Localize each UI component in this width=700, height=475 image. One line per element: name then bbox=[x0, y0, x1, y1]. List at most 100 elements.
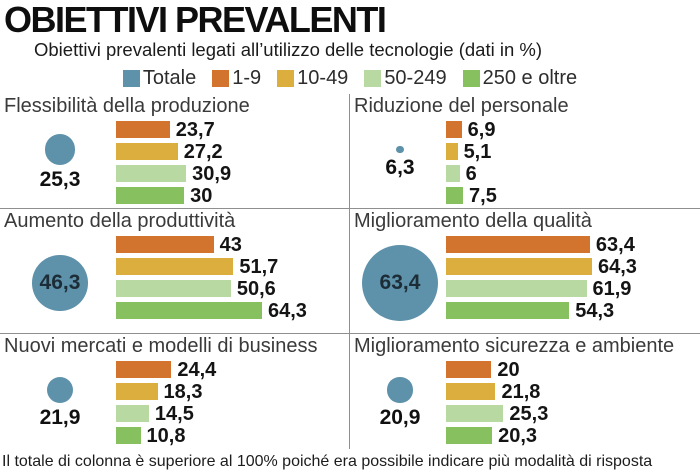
bar-group: 20 21,8 25,3 20,3 bbox=[446, 358, 548, 449]
bar-row-250-e-oltre: 30 bbox=[116, 184, 231, 207]
bar bbox=[116, 236, 214, 253]
bar bbox=[446, 280, 587, 297]
bar-value-label: 30,9 bbox=[192, 162, 232, 185]
bar-value-label: 18,3 bbox=[163, 380, 203, 403]
panel-body: 46,3 43 51,7 50,6 64,3 bbox=[4, 233, 349, 333]
bar-value-label: 24,4 bbox=[177, 358, 217, 381]
totale-bubble-zone: 25,3 bbox=[4, 118, 116, 208]
totale-bubble bbox=[396, 145, 404, 154]
totale-value-label: 63,4 bbox=[379, 270, 421, 294]
bar bbox=[446, 361, 492, 378]
legend-label: Totale bbox=[142, 66, 197, 89]
bar bbox=[446, 121, 462, 138]
bar-row-1-9: 20 bbox=[446, 358, 548, 381]
legend-label: 250 e oltre bbox=[482, 66, 578, 89]
bar-value-label: 63,4 bbox=[595, 233, 635, 256]
bar bbox=[446, 383, 496, 400]
bar-group: 6,9 5,1 6 7,5 bbox=[446, 118, 497, 208]
bar-value-label: 21,8 bbox=[501, 380, 541, 403]
bar-row-250-e-oltre: 64,3 bbox=[116, 301, 307, 321]
page-title: OBIETTIVI PREVALENTI bbox=[4, 0, 387, 40]
bar-row-50-249: 14,5 bbox=[116, 404, 216, 424]
bar-value-label: 25,3 bbox=[509, 402, 549, 425]
bar-value-label: 23,7 bbox=[175, 118, 215, 141]
bar-row-50-249: 30,9 bbox=[116, 162, 232, 185]
totale-bubble bbox=[44, 134, 76, 165]
bar-value-label: 27,2 bbox=[183, 140, 223, 163]
chart-legend: Totale 1-9 10-49 50-249 250 e oltre bbox=[0, 66, 700, 90]
bar-row-10-49: 21,8 bbox=[446, 380, 548, 403]
bar-value-label: 10,8 bbox=[146, 424, 186, 447]
totale-value-label: 6,3 bbox=[385, 156, 415, 180]
bar-value-label: 51,7 bbox=[239, 255, 279, 278]
legend-swatch-icon bbox=[212, 69, 230, 87]
panel-riduzione-del-personale: Riduzione del personale 6,3 6,9 5,1 6 7,5 bbox=[350, 94, 700, 208]
bar-value-label: 50,6 bbox=[236, 277, 276, 300]
legend-swatch-icon bbox=[462, 69, 480, 87]
legend-label: 50-249 bbox=[384, 66, 447, 89]
bar bbox=[446, 427, 493, 444]
bar bbox=[446, 165, 460, 182]
legend-swatch-icon bbox=[277, 69, 295, 87]
panel-aumento-della-produttivit-: Aumento della produttività 46,3 43 51,7 50,6… bbox=[0, 208, 350, 333]
legend-item-50-249: 50-249 bbox=[364, 66, 447, 90]
bar-value-label: 5,1 bbox=[463, 140, 492, 163]
bar-group: 24,4 18,3 14,5 10,8 bbox=[116, 358, 216, 449]
bar-value-label: 30 bbox=[190, 184, 213, 207]
totale-bubble-zone: 6,3 bbox=[354, 118, 446, 208]
totale-value-label: 25,3 bbox=[39, 167, 81, 191]
bar-row-250-e-oltre: 54,3 bbox=[446, 301, 637, 321]
panel-title: Riduzione del personale bbox=[354, 95, 569, 117]
bar-row-250-e-oltre: 10,8 bbox=[116, 424, 216, 447]
panel-body: 20,9 20 21,8 25,3 20,3 bbox=[354, 358, 700, 449]
bar bbox=[116, 383, 158, 400]
panel-body: 6,3 6,9 5,1 6 7,5 bbox=[354, 118, 700, 208]
bar-value-label: 61,9 bbox=[592, 277, 632, 300]
bar-row-50-249: 50,6 bbox=[116, 277, 307, 300]
bar-row-250-e-oltre: 7,5 bbox=[446, 184, 497, 207]
bar-row-50-249: 25,3 bbox=[446, 402, 549, 425]
panel-title: Nuovi mercati e modelli di business bbox=[4, 335, 318, 357]
panel-body: 25,3 23,7 27,2 30,9 30 bbox=[4, 118, 349, 208]
bar bbox=[116, 302, 262, 319]
bar-row-10-49: 5,1 bbox=[446, 140, 497, 163]
panels-grid: Flessibilità della produzione 25,3 23,7 27,… bbox=[0, 94, 700, 449]
panel-body: 63,4 63,4 64,3 61,9 54,3 bbox=[354, 233, 700, 333]
legend-item-totale: Totale bbox=[122, 66, 197, 90]
totale-bubble-zone: 63,4 bbox=[354, 233, 446, 333]
bar bbox=[116, 121, 170, 138]
panel-title: Miglioramento sicurezza e ambiente bbox=[354, 335, 675, 357]
bar bbox=[116, 280, 231, 297]
bar bbox=[446, 302, 570, 319]
footnote: Il totale di colonna è superiore al 100%… bbox=[2, 453, 653, 470]
panel-title: Aumento della produttività bbox=[4, 210, 236, 232]
bar bbox=[116, 427, 141, 444]
bar-row-1-9: 63,4 bbox=[446, 233, 637, 256]
legend-item-10-49: 10-49 bbox=[277, 67, 348, 90]
bar-group: 43 51,7 50,6 64,3 bbox=[116, 233, 307, 333]
totale-value-label: 21,9 bbox=[39, 406, 81, 430]
bar-row-10-49: 18,3 bbox=[116, 380, 216, 403]
totale-bubble: 63,4 bbox=[361, 244, 439, 322]
totale-bubble-zone: 46,3 bbox=[4, 233, 116, 333]
bar-value-label: 20 bbox=[497, 358, 520, 381]
bar-value-label: 6 bbox=[465, 162, 477, 185]
bar-row-250-e-oltre: 20,3 bbox=[446, 426, 548, 446]
legend-swatch-icon bbox=[364, 69, 382, 87]
bar-row-1-9: 6,9 bbox=[446, 120, 497, 140]
panel-miglioramento-sicurezza-e-ambiente: Miglioramento sicurezza e ambiente 20,9 20… bbox=[350, 333, 700, 449]
legend-item-1-9: 1-9 bbox=[212, 67, 261, 90]
totale-bubble-zone: 20,9 bbox=[354, 358, 446, 449]
bar-row-50-249: 6 bbox=[446, 162, 497, 185]
bar-group: 23,7 27,2 30,9 30 bbox=[116, 118, 231, 208]
totale-bubble-zone: 21,9 bbox=[4, 358, 116, 449]
bar bbox=[116, 187, 185, 204]
bar-row-1-9: 23,7 bbox=[116, 118, 231, 141]
totale-value-label: 46,3 bbox=[39, 270, 81, 294]
legend-item-250-e-oltre: 250 e oltre bbox=[462, 66, 578, 90]
bar-row-1-9: 43 bbox=[116, 235, 307, 255]
totale-bubble bbox=[387, 377, 413, 403]
bar bbox=[116, 165, 187, 182]
bar-value-label: 7,5 bbox=[469, 184, 497, 207]
bar-row-10-49: 51,7 bbox=[116, 255, 307, 278]
